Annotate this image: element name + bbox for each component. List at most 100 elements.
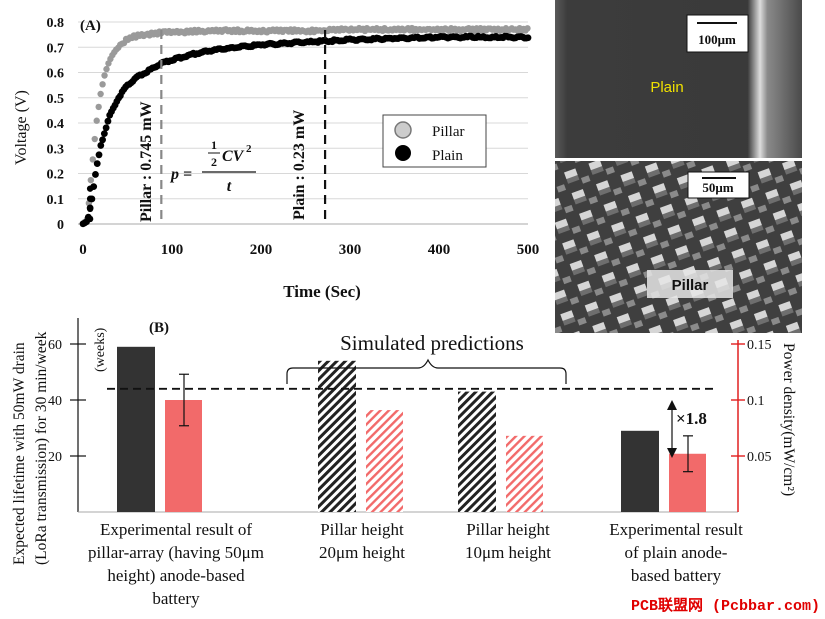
plain-image-label: Plain <box>650 79 683 96</box>
panel-a-x-tick-labels: 0 100 200 300 400 500 <box>79 242 539 258</box>
simulated-bracket <box>286 358 567 384</box>
panel-a-data-points <box>79 24 532 228</box>
panel-b-lifetime-chart: 20 40 60 0.05 0.1 0.15 ×1.8 Simulated predic… <box>11 318 797 608</box>
pillar-data-point <box>95 103 102 111</box>
panel-b-category-label: 10μm height <box>465 543 551 562</box>
panel-a-x-tick: 500 <box>517 242 540 258</box>
lifetime-bar <box>621 430 659 512</box>
panel-a-x-tick: 200 <box>250 242 273 258</box>
plain-data-point <box>100 130 108 138</box>
panel-a-y-tick: 0.1 <box>47 193 65 208</box>
panel-a-y-tick: 0.8 <box>47 16 65 31</box>
legend-plain-label: Plain <box>432 148 463 164</box>
panel-b-y-label-line2: (LoRa transmission) for 30 min/week <box>33 331 50 565</box>
sem-image-plain: 100μm Plain <box>555 0 802 158</box>
formula-lhs: p = <box>169 166 192 183</box>
panel-b-category-label: battery <box>152 589 200 608</box>
plain-data-point <box>86 185 94 192</box>
panel-a-y-tick-labels: 0 0.1 0.2 0.3 0.4 0.5 0.6 0.7 0.8 <box>47 16 65 233</box>
panel-b-left-tick: 60 <box>48 338 62 353</box>
formula-denominator-t: t <box>227 178 232 195</box>
panel-a-x-tick: 100 <box>161 242 184 258</box>
panel-a-y-tick: 0.7 <box>47 41 65 56</box>
plain-data-point <box>97 142 105 149</box>
plain-data-point <box>86 195 94 202</box>
lifetime-bar <box>117 346 155 512</box>
panel-b-category-label: Experimental result of <box>100 520 252 539</box>
panel-a-y-tick: 0.3 <box>47 142 65 157</box>
ratio-label: ×1.8 <box>676 409 707 428</box>
lifetime-bar <box>318 360 356 512</box>
panel-a-x-tick: 400 <box>428 242 451 258</box>
panel-b-category-label: Pillar height <box>466 520 550 539</box>
lifetime-bar <box>458 391 496 512</box>
panel-b-weeks-label: (weeks) <box>93 327 108 372</box>
plain-power-label: Plain : 0.23 mW <box>291 110 308 220</box>
panel-b-right-tick: 0.1 <box>747 394 765 409</box>
legend-plain-marker <box>395 145 411 161</box>
panel-b-category-label: based battery <box>631 566 722 585</box>
panel-a-y-axis-label: Voltage (V) <box>13 90 30 165</box>
panel-a-x-axis-label: Time (Sec) <box>283 282 361 301</box>
plain-data-point <box>99 136 106 144</box>
pillar-data-point <box>101 72 108 79</box>
plain-data-point <box>95 151 103 159</box>
simulated-predictions-label: Simulated predictions <box>340 331 524 355</box>
panel-b-category-label: Pillar height <box>320 520 404 539</box>
plain-scale-bar-label: 100μm <box>698 32 736 47</box>
panel-b-right-tick-labels: 0.05 0.1 0.15 <box>731 338 772 465</box>
plain-data-point <box>86 205 94 213</box>
panel-b-category-label: of plain anode- <box>625 543 728 562</box>
panel-b-right-tick: 0.05 <box>747 450 772 465</box>
panel-b-left-tick: 20 <box>48 450 62 465</box>
panel-a-gridlines <box>78 21 528 200</box>
panel-b-category-label: Experimental result <box>609 520 743 539</box>
plain-data-point <box>104 117 112 125</box>
formula-half-denominator: 2 <box>211 155 217 169</box>
pillar-data-point <box>89 156 96 163</box>
panel-b-category-label: pillar-array (having 50μm <box>88 543 264 562</box>
panel-a-y-tick: 0.6 <box>47 67 65 82</box>
panel-a-y-tick: 0.4 <box>47 117 65 132</box>
panel-a-y-tick: 0.2 <box>47 168 65 183</box>
power-formula: p = 1 2 CV 2 t <box>169 138 256 195</box>
pillar-data-point <box>97 90 104 98</box>
panel-b-category-label: 20μm height <box>319 543 405 562</box>
plain-data-point <box>86 215 94 223</box>
legend-pillar-marker <box>394 121 412 139</box>
panel-a-voltage-chart: 0 0.1 0.2 0.3 0.4 0.5 0.6 0.7 0.8 0 100 200 300 400 5… <box>13 16 539 301</box>
panel-b-left-tick: 40 <box>48 394 62 409</box>
panel-a-x-tick: 300 <box>339 242 362 258</box>
plain-data-point <box>92 171 99 178</box>
pillar-scale-bar-label: 50μm <box>702 180 733 195</box>
panel-b-label: (B) <box>149 320 169 336</box>
panel-b-right-tick: 0.15 <box>747 338 772 353</box>
ratio-arrow <box>667 400 677 458</box>
pillar-data-point <box>93 117 100 124</box>
pillar-image-label: Pillar <box>672 277 709 294</box>
pillar-power-label: Pillar : 0.745 mW <box>138 101 155 222</box>
panel-a-y-tick: 0 <box>57 218 64 233</box>
panel-b-error-bars <box>179 373 693 473</box>
panel-b-left-tick-labels: 20 40 60 <box>48 338 86 465</box>
pillar-data-point <box>103 65 110 73</box>
plain-data-point <box>524 34 532 42</box>
panel-b-category-label: height) anode-based <box>107 566 245 585</box>
panel-b-bars <box>117 346 706 512</box>
panel-b-y-label-line1: Expected lifetime with 50mW drain <box>11 342 28 565</box>
panel-a-legend: Pillar Plain <box>382 114 487 168</box>
pillar-data-point <box>91 135 98 143</box>
pillar-data-point <box>87 176 95 184</box>
panel-a-label: (A) <box>80 18 101 34</box>
formula-cv: CV <box>222 148 245 165</box>
plain-data-point <box>93 160 101 168</box>
panel-b-right-axis-label: Power density(mW/cm²) <box>780 343 797 496</box>
panel-b-category-labels: Experimental result of pillar-array (havi… <box>88 520 743 608</box>
pillar-data-point <box>524 25 531 32</box>
panel-a-y-tick: 0.5 <box>47 92 65 107</box>
watermark: PCB联盟网 (Pcbbar.com) <box>631 597 820 615</box>
legend-pillar-label: Pillar <box>432 124 465 140</box>
formula-exponent: 2 <box>246 143 252 155</box>
power-density-bar <box>506 435 543 512</box>
